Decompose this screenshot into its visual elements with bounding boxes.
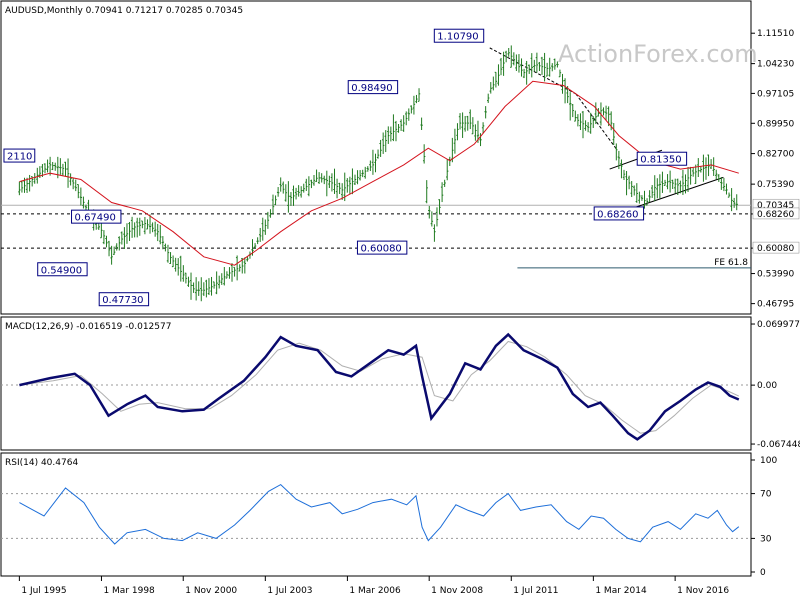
price-callouts: 1.10790 0.98490 2110 0.81350 0.68260 0.60080 0… bbox=[3, 28, 688, 307]
callout-label: 0.54900 bbox=[41, 265, 82, 276]
watermark-text: ActionForex.com bbox=[558, 40, 758, 68]
price-axis-tick-label: 1.11510 bbox=[757, 29, 794, 39]
macd-axis: 0.069977 0.00 -0.067448 bbox=[751, 320, 800, 450]
x-axis-tick-label: 1 Jul 2011 bbox=[513, 586, 558, 596]
rsi-line bbox=[19, 483, 740, 545]
rsi-pane: RSI(14) 40.4764 bbox=[0, 452, 752, 577]
price-axis-tick-label: 0.97105 bbox=[757, 89, 794, 99]
callout-box bbox=[98, 292, 150, 307]
macd-line bbox=[19, 332, 740, 441]
callout-box bbox=[593, 206, 645, 221]
moving-average-line bbox=[19, 80, 739, 266]
macd-title: MACD(12,26,9) -0.016519 -0.012577 bbox=[5, 322, 171, 332]
callout-label: 0.60080 bbox=[360, 244, 401, 255]
price-axis-tick-label: 0.46795 bbox=[757, 300, 794, 310]
price-axis-tick-label: 0.82700 bbox=[757, 150, 794, 160]
macd-axis-tick-label: -0.067448 bbox=[757, 440, 800, 450]
price-title: AUDUSD,Monthly 0.70941 0.71217 0.70285 0… bbox=[5, 6, 243, 16]
rsi-axis-tick-label: 0 bbox=[760, 568, 766, 578]
rsi-axis-tick-label: 30 bbox=[760, 534, 772, 544]
callout-box bbox=[356, 240, 408, 255]
price-tag-box bbox=[752, 241, 800, 254]
x-axis-tick-label: 1 Mar 2006 bbox=[349, 586, 401, 596]
rsi-title: RSI(14) 40.4764 bbox=[5, 458, 78, 468]
callout-box bbox=[71, 209, 122, 224]
price-pane-frame bbox=[0, 0, 752, 315]
macd-pane: MACD(12,26,9) -0.016519 -0.012577 bbox=[0, 316, 752, 451]
rsi-axis-tick-label: 100 bbox=[760, 456, 777, 466]
rsi-axis-tick-label: 70 bbox=[760, 490, 772, 500]
rsi-level-lines bbox=[1, 493, 751, 539]
callout-label: 2110 bbox=[7, 152, 32, 163]
macd-signal-line bbox=[19, 340, 740, 434]
price-tag-label: 0.60080 bbox=[757, 244, 794, 254]
rsi-pane-frame bbox=[0, 452, 752, 577]
trendline bbox=[489, 47, 577, 95]
callout-box bbox=[3, 148, 36, 163]
callout-label: 0.98490 bbox=[351, 83, 392, 94]
macd-axis-tick-label: 0.069977 bbox=[757, 320, 800, 330]
rsi-axis: 100 70 30 0 bbox=[751, 456, 777, 578]
x-axis-tick-label: 1 Mar 2014 bbox=[595, 586, 647, 596]
x-axis-tick-label: 1 Nov 2016 bbox=[677, 586, 729, 596]
price-tag-box bbox=[752, 207, 800, 220]
price-axis-tick-label: 0.53990 bbox=[757, 270, 794, 280]
x-axis-tick-label: 1 Jul 1995 bbox=[21, 586, 66, 596]
callout-label: 1.10790 bbox=[437, 32, 478, 43]
macd-pane-frame bbox=[0, 316, 752, 451]
x-axis-tick-label: 1 Mar 1998 bbox=[103, 586, 155, 596]
x-axis: 1 Jul 1995 1 Mar 1998 1 Nov 2000 1 Jul 2003… bbox=[18, 576, 729, 596]
price-tag-label: 0.68260 bbox=[757, 210, 794, 220]
callout-box bbox=[636, 151, 688, 166]
x-axis-tick-label: 1 Nov 2008 bbox=[431, 586, 483, 596]
callout-box bbox=[37, 262, 88, 277]
price-bars bbox=[18, 45, 738, 302]
price-axis-tick-label: 1.04230 bbox=[757, 60, 794, 70]
x-axis-tick-label: 1 Nov 2000 bbox=[185, 586, 237, 596]
price-pane: ActionForex.com AUDUSD,Monthly 0.70941 0… bbox=[0, 0, 758, 315]
macd-axis-tick-label: 0.00 bbox=[757, 381, 777, 391]
callout-label: 0.81350 bbox=[640, 155, 681, 166]
trendline bbox=[575, 93, 617, 149]
callout-label: 0.47730 bbox=[102, 295, 143, 306]
callout-label: 0.68260 bbox=[597, 209, 638, 220]
price-axis: 1.11510 1.04230 0.97105 0.89950 0.82700 0.753… bbox=[751, 29, 800, 310]
callout-box bbox=[347, 80, 399, 95]
callout-box bbox=[433, 28, 485, 43]
price-tag-label: 0.70345 bbox=[757, 201, 794, 211]
price-axis-tick-label: 0.89950 bbox=[757, 119, 794, 129]
price-axis-tick-label: 0.75390 bbox=[757, 180, 794, 190]
callout-label: 0.67490 bbox=[75, 213, 116, 224]
fe-level-label: FE 61.8 bbox=[714, 258, 748, 268]
x-axis-tick-label: 1 Jul 2003 bbox=[267, 586, 312, 596]
